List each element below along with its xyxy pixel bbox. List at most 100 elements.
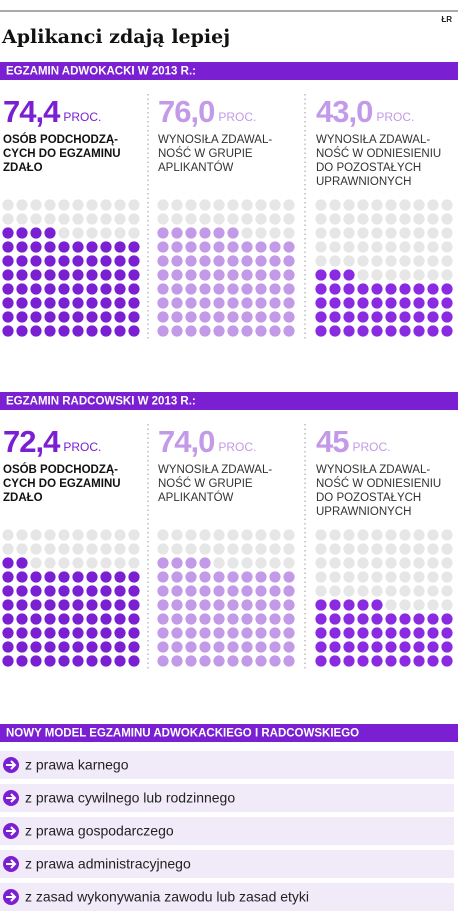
list-row <box>0 850 454 878</box>
empty-dot <box>385 529 397 541</box>
source-mark: ŁR <box>441 15 452 24</box>
filled-dot <box>114 269 126 281</box>
filled-dot <box>16 269 28 281</box>
filled-dot <box>30 255 42 267</box>
stat-description: NOŚĆ W GRUPIE <box>158 477 253 490</box>
empty-dot <box>329 585 341 597</box>
filled-dot <box>58 297 70 309</box>
filled-dot <box>385 655 397 667</box>
arrow-glyph <box>6 859 17 869</box>
empty-dot <box>357 255 369 267</box>
filled-dot <box>16 283 28 295</box>
empty-dot <box>185 199 197 211</box>
filled-dot <box>213 283 225 295</box>
filled-dot <box>30 655 42 667</box>
list-row <box>0 751 454 779</box>
list-header: NOWY MODEL EGZAMINU ADWOKACKIEGO I RADCO… <box>6 728 359 740</box>
empty-dot <box>269 557 281 569</box>
section-header-bar <box>0 62 458 80</box>
filled-dot <box>128 311 140 323</box>
empty-dot <box>371 571 383 583</box>
empty-dot <box>315 543 327 555</box>
filled-dot <box>343 311 355 323</box>
filled-dot <box>199 655 211 667</box>
stat-description: DO POZOSTAŁYCH <box>316 162 421 174</box>
filled-dot <box>86 641 98 653</box>
stat-description: UPRAWNIONYCH <box>316 176 411 188</box>
filled-dot <box>100 613 112 625</box>
filled-dot <box>30 227 42 239</box>
filled-dot <box>114 613 126 625</box>
empty-dot <box>241 227 253 239</box>
filled-dot <box>16 227 28 239</box>
filled-dot <box>213 613 225 625</box>
filled-dot <box>357 325 369 337</box>
filled-dot <box>269 283 281 295</box>
filled-dot <box>357 613 369 625</box>
empty-dot <box>413 557 425 569</box>
filled-dot <box>72 585 84 597</box>
empty-dot <box>385 543 397 555</box>
filled-dot <box>157 571 169 583</box>
empty-dot <box>100 529 112 541</box>
empty-dot <box>441 255 453 267</box>
stat-column: 76,0 PROC. WYNOSIŁA ZDAWAL-NOŚĆ W GRUPIEAP… <box>157 94 295 337</box>
filled-dot <box>72 599 84 611</box>
filled-dot <box>86 241 98 253</box>
filled-dot <box>128 283 140 295</box>
filled-dot <box>185 627 197 639</box>
empty-dot <box>343 199 355 211</box>
filled-dot <box>58 241 70 253</box>
filled-dot <box>315 655 327 667</box>
empty-dot <box>128 213 140 225</box>
filled-dot <box>2 571 14 583</box>
empty-dot <box>227 199 239 211</box>
filled-dot <box>329 655 341 667</box>
section-header: EGZAMIN RADCOWSKI W 2013 R.: <box>6 396 196 408</box>
empty-dot <box>114 529 126 541</box>
empty-dot <box>427 557 439 569</box>
dot-grid-empty <box>157 529 295 569</box>
empty-dot <box>100 543 112 555</box>
filled-dot <box>185 571 197 583</box>
empty-dot <box>227 557 239 569</box>
stat-unit: PROC. <box>352 440 390 454</box>
empty-dot <box>315 199 327 211</box>
filled-dot <box>283 571 295 583</box>
empty-dot <box>255 543 267 555</box>
empty-dot <box>357 227 369 239</box>
empty-dot <box>128 199 140 211</box>
filled-dot <box>315 297 327 309</box>
filled-dot <box>283 655 295 667</box>
list-item: z prawa administracyjnego <box>25 856 191 872</box>
stat-value: 45 <box>316 424 349 459</box>
dot-grid-filled <box>2 557 140 667</box>
empty-dot <box>255 227 267 239</box>
empty-dot <box>343 529 355 541</box>
filled-dot <box>128 613 140 625</box>
empty-dot <box>44 529 56 541</box>
empty-dot <box>128 529 140 541</box>
filled-dot <box>283 311 295 323</box>
filled-dot <box>227 627 239 639</box>
filled-dot <box>255 571 267 583</box>
filled-dot <box>329 269 341 281</box>
filled-dot <box>128 655 140 667</box>
filled-dot <box>269 325 281 337</box>
filled-dot <box>343 297 355 309</box>
arrow-glyph <box>6 892 17 902</box>
filled-dot <box>283 585 295 597</box>
filled-dot <box>16 325 28 337</box>
empty-dot <box>86 227 98 239</box>
empty-dot <box>213 543 225 555</box>
empty-dot <box>427 571 439 583</box>
filled-dot <box>44 571 56 583</box>
empty-dot <box>343 213 355 225</box>
filled-dot <box>399 613 411 625</box>
filled-dot <box>441 613 453 625</box>
dot-grid-filled <box>315 269 453 337</box>
filled-dot <box>30 283 42 295</box>
filled-dot <box>283 325 295 337</box>
filled-dot <box>114 241 126 253</box>
empty-dot <box>399 557 411 569</box>
